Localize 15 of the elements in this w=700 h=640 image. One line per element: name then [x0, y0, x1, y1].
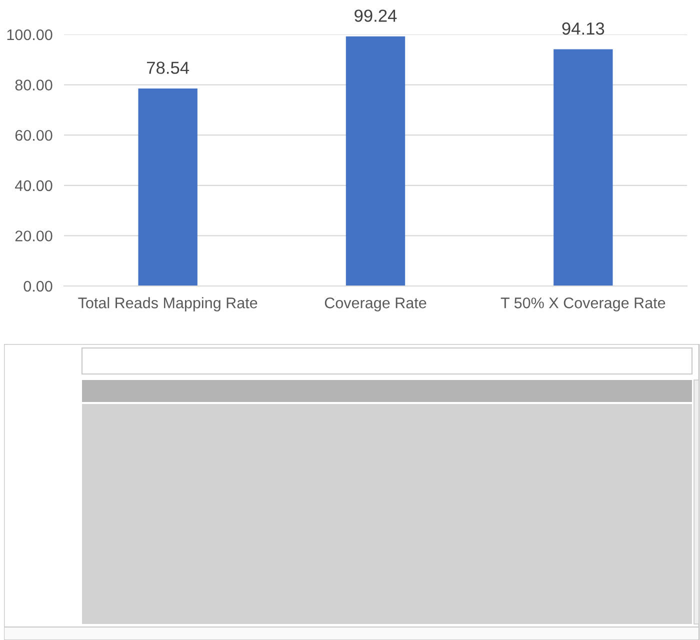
x-tick-label: T 50% X Coverage Rate — [500, 298, 666, 312]
data-label: 99.24 — [354, 10, 397, 22]
y-tick-label: 100.00 — [7, 29, 52, 40]
bar — [346, 36, 406, 286]
bar — [138, 88, 198, 286]
y-tick-label: 40.00 — [15, 180, 52, 192]
y-tick-label: 0.00 — [24, 280, 52, 292]
data-label: 78.54 — [147, 62, 190, 74]
x-tick-label: Coverage Rate — [324, 298, 426, 312]
bar — [554, 49, 613, 286]
y-tick-label: 60.00 — [15, 130, 52, 141]
x-tick-label: Total Reads Mapping Rate — [78, 297, 258, 312]
data-label: 94.13 — [562, 22, 604, 35]
y-tick-label: 80.00 — [15, 80, 52, 90]
y-tick-label: 20.00 — [15, 230, 52, 242]
